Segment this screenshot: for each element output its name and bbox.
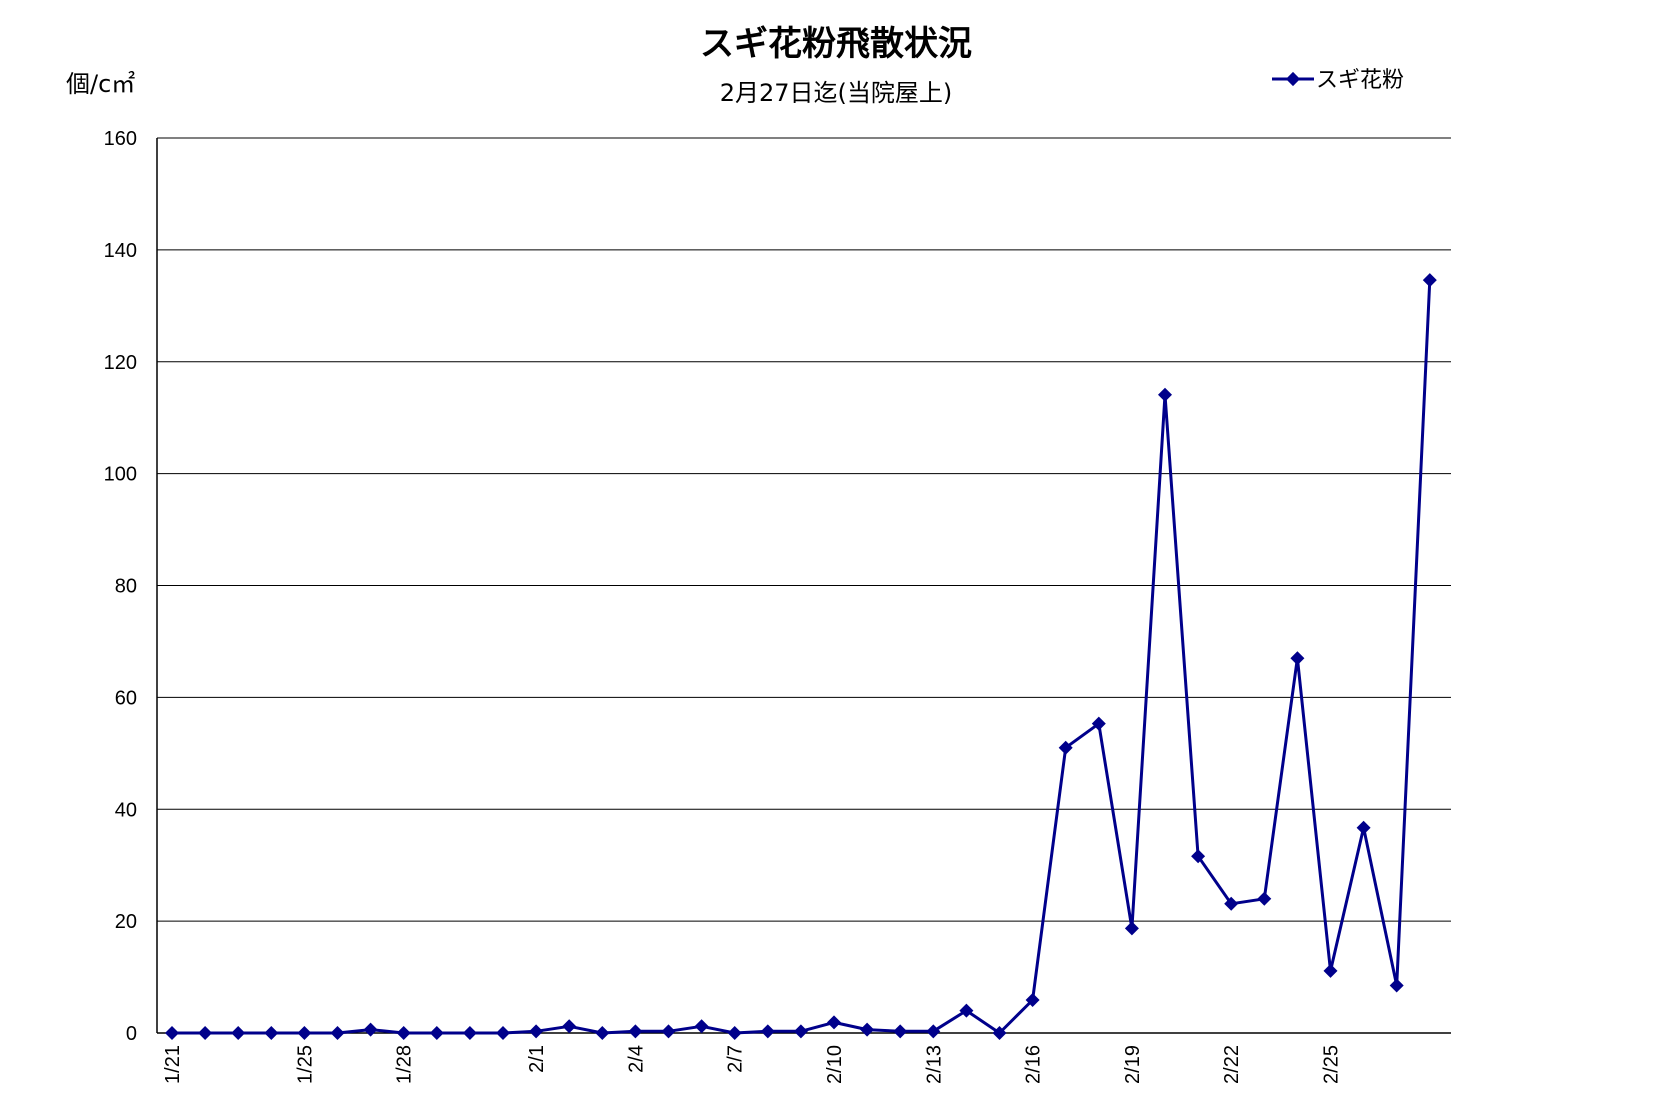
x-tick-label: 1/25 bbox=[294, 1045, 316, 1084]
data-point bbox=[1323, 963, 1338, 978]
y-tick-label: 140 bbox=[104, 240, 137, 262]
data-point bbox=[363, 1022, 378, 1037]
x-tick-label: 2/25 bbox=[1321, 1045, 1343, 1084]
gridlines bbox=[157, 137, 1451, 922]
data-point bbox=[330, 1026, 345, 1040]
data-point bbox=[1124, 921, 1139, 936]
x-tick-label: 2/4 bbox=[625, 1045, 647, 1073]
x-tick-label: 2/22 bbox=[1221, 1045, 1243, 1084]
x-tick-label: 1/28 bbox=[394, 1045, 416, 1084]
data-point bbox=[1389, 978, 1404, 993]
data-point bbox=[1356, 820, 1371, 835]
data-point bbox=[1290, 651, 1305, 666]
data-point bbox=[694, 1019, 709, 1034]
data-point bbox=[396, 1026, 411, 1040]
y-tick-label: 160 bbox=[104, 128, 137, 150]
data-point bbox=[860, 1022, 875, 1037]
data-point bbox=[827, 1015, 841, 1030]
data-point bbox=[992, 1026, 1007, 1040]
x-tick-label: 2/13 bbox=[923, 1045, 945, 1084]
data-point bbox=[1158, 387, 1172, 402]
chart-title: スギ花粉飛散状況 bbox=[700, 24, 972, 64]
data-point bbox=[661, 1024, 676, 1039]
data-point bbox=[165, 1026, 179, 1040]
y-axis-unit: 個/c㎡ bbox=[66, 70, 135, 98]
data-point bbox=[529, 1024, 544, 1039]
data-point bbox=[1257, 891, 1272, 906]
x-axis-ticks: 1/21 1/25 1/28 2/1 2/4 2/7 2/10 2/13 2/16 2/19 2/2… bbox=[162, 1045, 1343, 1084]
y-tick-label: 60 bbox=[115, 687, 137, 709]
data-point bbox=[1058, 740, 1073, 755]
data-point bbox=[727, 1026, 742, 1040]
legend-marker bbox=[1285, 71, 1301, 87]
data-point bbox=[1091, 716, 1106, 731]
data-point bbox=[628, 1024, 643, 1039]
chart-subtitle: 2月27日迄(当院屋上) bbox=[720, 79, 953, 107]
y-tick-label: 20 bbox=[115, 911, 137, 933]
data-point bbox=[496, 1026, 510, 1040]
data-point bbox=[1422, 273, 1437, 288]
data-point bbox=[926, 1024, 941, 1039]
legend-label: スギ花粉 bbox=[1316, 68, 1404, 93]
data-point bbox=[429, 1026, 444, 1040]
data-point bbox=[959, 1003, 974, 1018]
y-tick-label: 80 bbox=[115, 576, 137, 598]
data-point bbox=[760, 1024, 775, 1039]
x-tick-label: 2/7 bbox=[725, 1045, 747, 1073]
data-point bbox=[1191, 849, 1206, 864]
data-point bbox=[595, 1026, 610, 1040]
x-tick-label: 2/16 bbox=[1023, 1045, 1045, 1084]
y-tick-label: 40 bbox=[115, 799, 137, 821]
y-tick-label: 100 bbox=[104, 464, 137, 486]
data-point bbox=[893, 1024, 908, 1039]
x-tick-label: 2/10 bbox=[824, 1045, 846, 1084]
x-tick-label: 2/1 bbox=[526, 1045, 548, 1073]
series-line bbox=[172, 280, 1432, 1035]
data-point bbox=[462, 1026, 477, 1040]
data-point bbox=[198, 1026, 213, 1040]
series-group bbox=[165, 273, 1437, 1040]
data-point bbox=[231, 1026, 246, 1040]
data-point bbox=[562, 1019, 577, 1034]
legend: スギ花粉 bbox=[1272, 68, 1404, 93]
data-point bbox=[297, 1026, 312, 1040]
data-point bbox=[1224, 896, 1239, 911]
x-tick-label: 2/19 bbox=[1122, 1045, 1144, 1084]
y-tick-label: 0 bbox=[126, 1023, 137, 1045]
y-tick-label: 120 bbox=[104, 352, 137, 374]
data-point bbox=[1025, 992, 1040, 1007]
x-tick-label: 1/21 bbox=[162, 1045, 184, 1084]
data-point bbox=[793, 1024, 808, 1039]
data-point bbox=[264, 1026, 279, 1040]
y-axis-ticks: 0 20 40 60 80 100 120 140 160 bbox=[104, 128, 137, 1045]
